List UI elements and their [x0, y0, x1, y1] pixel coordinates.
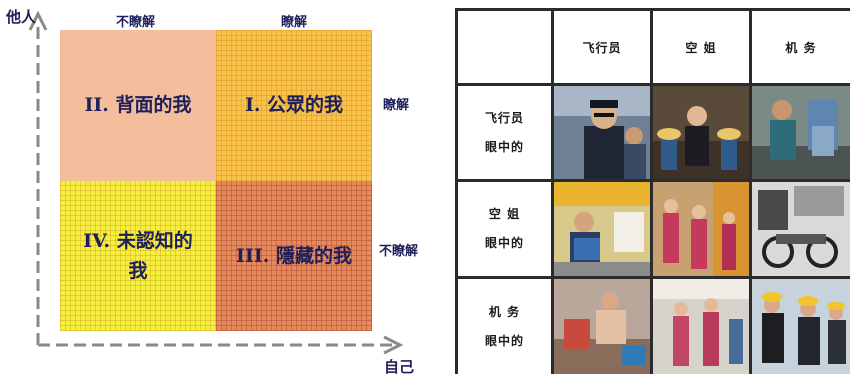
quadrant-hidden-self: III. 隱藏的我: [216, 181, 372, 331]
col-header-pilot: 飞行员: [554, 11, 650, 83]
col-label-unknown: 不瞭解: [116, 15, 156, 30]
row-header-maintenance-line2: 眼中的: [484, 333, 524, 348]
quadrant-hidden-self-label: III. 隱藏的我: [236, 244, 352, 267]
row-header-pilot-line2: 眼中的: [484, 139, 524, 154]
photo-attendant-view-maintenance: [752, 182, 850, 276]
col-label-known: 瞭解: [281, 15, 308, 30]
row-header-pilot-line1: 飞行员: [484, 110, 524, 125]
photo-maintenance-view-maintenance: [752, 279, 850, 374]
quadrant-unknown-self: IV. 未認知的我: [60, 181, 216, 331]
row-header-attendant-line1: 空 姐: [488, 207, 521, 222]
corner-cell: [458, 11, 551, 83]
col-header-attendant: 空 姐: [653, 11, 749, 83]
photo-maintenance-view-pilot: [554, 279, 650, 374]
quadrant-open-self: I. 公眾的我: [216, 30, 372, 181]
photo-maintenance-view-attendant: [653, 279, 749, 374]
row-label-unknown: 不瞭解: [379, 244, 419, 259]
quadrant-blind-self-label: II. 背面的我: [84, 94, 192, 117]
quadrant-unknown-self-label: IV. 未認知的我: [83, 229, 193, 282]
row-header-attendant-line2: 眼中的: [484, 236, 524, 250]
photo-pilot-view-pilot: [554, 86, 650, 179]
row-header-pilot: 飞行员 眼中的: [458, 86, 551, 179]
x-axis-label: 自己: [384, 358, 415, 376]
y-axis-arrow: [28, 10, 48, 31]
quadrant-open-self-label: I. 公眾的我: [244, 94, 344, 117]
col-header-maintenance: 机 务: [752, 11, 850, 83]
row-header-maintenance-line1: 机 务: [488, 304, 521, 319]
row-header-attendant: 空 姐 眼中的: [458, 182, 551, 276]
x-axis-arrow: [383, 335, 404, 355]
johari-window: 他人 自己 不瞭解 瞭解 瞭解 不瞭解 II. 背面的我 I. 公眾的我 IV.…: [6, 8, 419, 376]
photo-pilot-view-attendant: [653, 86, 749, 179]
axes: [28, 10, 404, 355]
quadrant-blind-self: II. 背面的我: [60, 30, 216, 181]
photo-attendant-view-pilot: [554, 182, 650, 276]
row-header-maintenance: 机 务 眼中的: [458, 279, 551, 374]
photo-attendant-view-attendant: [653, 182, 749, 276]
row-label-known: 瞭解: [383, 98, 410, 113]
photo-pilot-view-maintenance: [752, 86, 850, 179]
y-axis-label: 他人: [6, 8, 37, 26]
perception-table: 飞行员 空 姐 机 务 飞行员 眼中的: [455, 8, 850, 374]
